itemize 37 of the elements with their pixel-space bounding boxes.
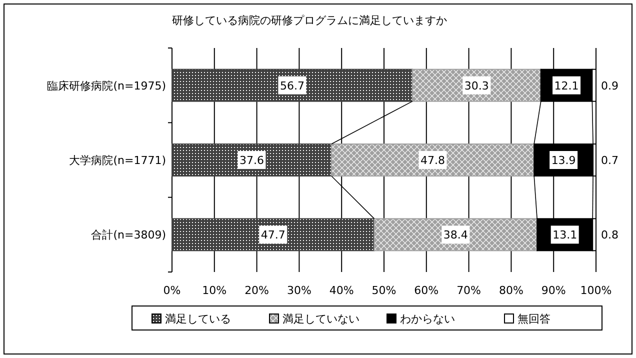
legend-label: 満足している — [165, 312, 231, 326]
data-label: 47.7 — [260, 228, 286, 242]
data-label: 0.8 — [601, 228, 618, 242]
x-tick-label: 100% — [580, 284, 612, 297]
x-tick-label: 80% — [498, 284, 524, 297]
x-tick-label: 90% — [541, 284, 566, 297]
bar — [330, 144, 535, 176]
x-tick-label: 0% — [163, 284, 181, 297]
x-tick-label: 40% — [329, 284, 354, 297]
data-label: 30.3 — [464, 79, 489, 92]
y-tick-label: 臨床研修病院(n=1975) — [47, 79, 166, 92]
data-label: 12.1 — [554, 79, 579, 92]
bar — [172, 144, 332, 176]
data-label: 13.1 — [552, 228, 578, 242]
data-label: 56.7 — [280, 79, 304, 92]
x-tick-label: 50% — [372, 284, 396, 297]
data-label: 0.9 — [601, 79, 618, 92]
x-tick-label: 10% — [202, 284, 227, 297]
data-label: 47.8 — [420, 154, 446, 167]
x-tick-label: 60% — [414, 284, 439, 297]
y-tick-label: 合計(n=3809) — [91, 228, 166, 242]
data-label: 13.9 — [551, 154, 576, 167]
bar — [172, 218, 375, 252]
bar — [374, 218, 538, 252]
x-tick-label: 70% — [456, 284, 482, 297]
bar — [172, 68, 413, 102]
y-tick-label: 大学病院(n=1771) — [69, 154, 166, 167]
legend-label: わからない — [400, 312, 455, 326]
legend-label: 満足していない — [282, 312, 360, 326]
data-label: 38.4 — [443, 228, 468, 242]
x-tick-label: 30% — [286, 284, 312, 297]
bar — [412, 68, 542, 102]
data-label: 37.6 — [239, 154, 264, 167]
legend-label: 無回答 — [518, 312, 550, 326]
x-tick-label: 20% — [244, 284, 270, 297]
data-label: 0.7 — [601, 154, 618, 167]
chart-title: 研修している病院の研修プログラムに満足していますか — [172, 14, 447, 27]
